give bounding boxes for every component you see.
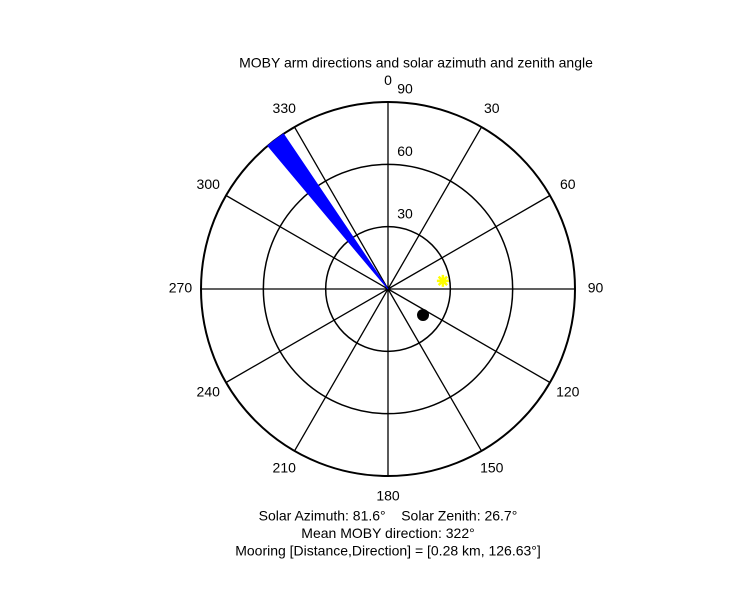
angle-spoke (387, 126, 483, 290)
angle-tick-label: 60 (560, 176, 576, 192)
annotation: Mooring [Distance,Direction] = [0.28 km,… (235, 543, 541, 559)
moby-arm-wedge (267, 133, 389, 290)
annotation: Solar Azimuth: 81.6° Solar Zenith: 26.7° (259, 508, 518, 524)
annotation: Mean MOBY direction: 322° (301, 525, 474, 541)
radial-tick-label: 90 (397, 81, 413, 97)
angle-spoke (387, 194, 551, 290)
chart-title: MOBY arm directions and solar azimuth an… (239, 55, 593, 71)
sun-marker (436, 274, 449, 287)
angle-tick-label: 0 (384, 72, 392, 88)
mooring-marker (417, 309, 430, 322)
angle-spoke (225, 194, 389, 290)
angle-tick-label: 180 (376, 487, 400, 503)
angle-tick-label: 270 (169, 280, 193, 296)
angle-spoke (293, 126, 389, 290)
angle-spoke (387, 288, 551, 384)
radial-tick-label: 60 (397, 143, 413, 159)
angle-spoke (387, 288, 483, 452)
angle-tick-label: 30 (484, 100, 500, 116)
angle-tick-label: 300 (197, 176, 221, 192)
angle-tick-label: 330 (273, 100, 297, 116)
angle-tick-label: 120 (556, 383, 580, 399)
angle-tick-label: 240 (197, 383, 221, 399)
angle-tick-label: 90 (588, 280, 604, 296)
angle-spoke (293, 288, 389, 452)
angle-tick-label: 150 (480, 459, 504, 475)
radial-tick-label: 30 (397, 205, 413, 221)
angle-tick-label: 210 (273, 459, 297, 475)
angle-spoke (225, 288, 389, 384)
